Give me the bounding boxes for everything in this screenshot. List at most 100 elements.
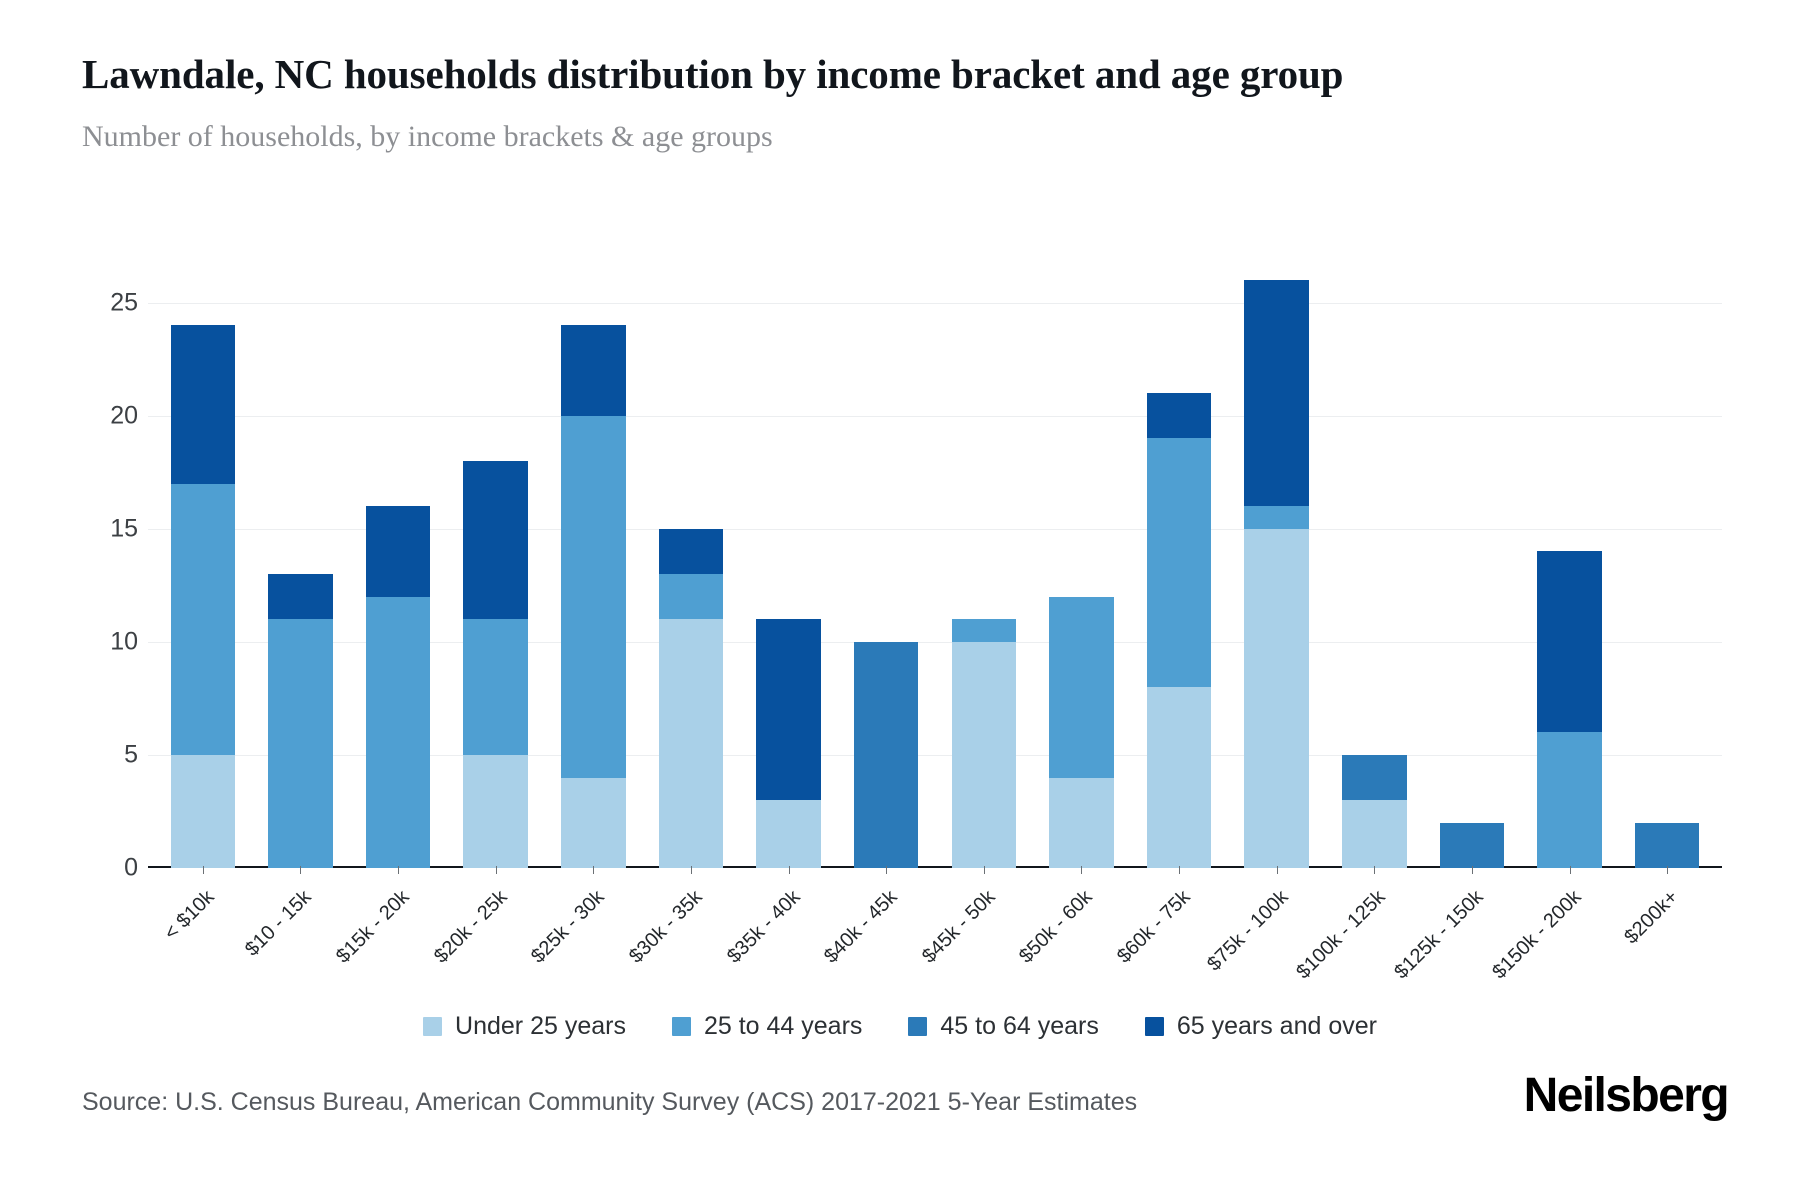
bar-group[interactable]: [1033, 280, 1131, 868]
y-tick-label: 5: [124, 740, 138, 769]
gridline: [148, 415, 1722, 417]
bar-stack[interactable]: [658, 280, 724, 868]
bar-segment[interactable]: [561, 325, 626, 416]
bar-segment[interactable]: [170, 754, 236, 868]
bar-stack[interactable]: [268, 280, 333, 868]
bar-group[interactable]: [1326, 280, 1424, 868]
bar-segment[interactable]: [1439, 822, 1505, 868]
bar-segment[interactable]: [463, 460, 528, 620]
bar-segment[interactable]: [561, 415, 626, 778]
bar-segment[interactable]: [1146, 438, 1212, 688]
bar-segment[interactable]: [1342, 800, 1407, 868]
bar-group[interactable]: [740, 280, 838, 868]
bar-group[interactable]: [1521, 280, 1619, 868]
neilsberg-logo: Neilsberg: [1523, 1069, 1730, 1122]
bar-segment[interactable]: [1146, 687, 1212, 868]
bar-segment[interactable]: [853, 641, 919, 868]
x-tick-mark: [593, 866, 595, 874]
y-tick-label: 25: [110, 288, 138, 317]
bar-segment[interactable]: [951, 619, 1017, 642]
bar-group[interactable]: [252, 280, 350, 868]
bar-segment[interactable]: [658, 619, 724, 868]
bar-group[interactable]: [154, 280, 252, 868]
bar-group[interactable]: [1130, 280, 1228, 868]
x-label-cell: $15k - 20k: [332, 866, 447, 1024]
bar-stack[interactable]: [1244, 280, 1309, 868]
bar-segment[interactable]: [951, 641, 1017, 868]
bar-stack[interactable]: [1537, 280, 1602, 868]
bar-segment[interactable]: [1537, 732, 1602, 868]
bar-group[interactable]: [642, 280, 740, 868]
bar-segment[interactable]: [756, 800, 821, 868]
bar-segment[interactable]: [1537, 551, 1602, 733]
bar-segment[interactable]: [1049, 777, 1114, 868]
bar-stack[interactable]: [756, 280, 821, 868]
x-tick-mark: [495, 866, 497, 874]
bar-segment[interactable]: [463, 619, 528, 755]
y-axis: 0 5 10 15 20 25: [82, 280, 148, 881]
bar-segment[interactable]: [1244, 280, 1309, 507]
x-tick-mark: [202, 866, 204, 874]
bar-group[interactable]: [935, 280, 1033, 868]
gridline: [148, 754, 1722, 756]
chart-legend: Under 25 years 25 to 44 years 45 to 64 yea…: [0, 1012, 1800, 1041]
bar-segment[interactable]: [268, 619, 333, 868]
bar-group[interactable]: [447, 280, 545, 868]
bar-group[interactable]: [1228, 280, 1326, 868]
bar-stack[interactable]: [853, 280, 919, 868]
bar-stack[interactable]: [463, 280, 528, 868]
x-label-cell: $20k - 25k: [430, 866, 545, 1024]
bar-stack[interactable]: [365, 280, 431, 868]
x-tick-mark: [1471, 866, 1473, 874]
legend-item[interactable]: 65 years and over: [1144, 1012, 1377, 1041]
bar-segment[interactable]: [1049, 596, 1114, 778]
bar-segment[interactable]: [658, 528, 724, 575]
x-label-cell: $35k - 40k: [723, 866, 838, 1024]
bar-group[interactable]: [1618, 280, 1716, 868]
bar-stack[interactable]: [951, 280, 1017, 868]
bar-segment[interactable]: [365, 506, 431, 597]
legend-swatch-icon: [1144, 1017, 1164, 1036]
bar-group[interactable]: [837, 280, 935, 868]
x-label-cell: $45k - 50k: [918, 866, 1033, 1024]
bar-group[interactable]: [1423, 280, 1521, 868]
gridline: [148, 528, 1722, 530]
x-label-cell: $50k - 60k: [1015, 866, 1131, 1024]
x-label-cell: $125k - 150k: [1390, 866, 1521, 1024]
legend-item[interactable]: 25 to 44 years: [671, 1012, 862, 1041]
bar-segment[interactable]: [1244, 528, 1309, 868]
bar-stack[interactable]: [1049, 280, 1114, 868]
bar-segment[interactable]: [365, 596, 431, 868]
chart-subtitle: Number of households, by income brackets…: [82, 120, 773, 154]
x-label-cell: $10 - 15k: [241, 866, 350, 1024]
x-label-cell: $30k - 35k: [625, 866, 740, 1024]
bar-stack[interactable]: [170, 280, 236, 868]
bar-group[interactable]: [349, 280, 447, 868]
legend-swatch-icon: [423, 1017, 443, 1036]
bar-segment[interactable]: [561, 777, 626, 868]
x-label-cell: $200k+: [1618, 866, 1716, 1024]
bar-stack[interactable]: [1439, 280, 1505, 868]
legend-swatch-icon: [671, 1017, 691, 1036]
bar-segment[interactable]: [1634, 822, 1700, 868]
bar-segment[interactable]: [1146, 393, 1212, 439]
y-tick-label: 0: [124, 853, 138, 882]
bar-segment[interactable]: [170, 325, 236, 484]
bar-stack[interactable]: [1634, 280, 1700, 868]
x-axis-line: [148, 866, 1722, 868]
bar-segment[interactable]: [268, 574, 333, 620]
bar-segment[interactable]: [463, 754, 528, 868]
bar-segment[interactable]: [170, 483, 236, 755]
bar-segment[interactable]: [1244, 506, 1309, 529]
y-tick-label: 15: [110, 514, 138, 543]
legend-item[interactable]: 45 to 64 years: [908, 1012, 1099, 1041]
legend-item[interactable]: Under 25 years: [423, 1012, 626, 1041]
bar-segment[interactable]: [1342, 754, 1407, 801]
chart-header: Lawndale, NC households distribution by …: [82, 48, 1642, 155]
bar-stack[interactable]: [1342, 280, 1407, 868]
bar-stack[interactable]: [561, 280, 626, 868]
bar-segment[interactable]: [756, 619, 821, 801]
bar-segment[interactable]: [658, 574, 724, 620]
bar-group[interactable]: [545, 280, 643, 868]
bar-stack[interactable]: [1146, 280, 1212, 868]
